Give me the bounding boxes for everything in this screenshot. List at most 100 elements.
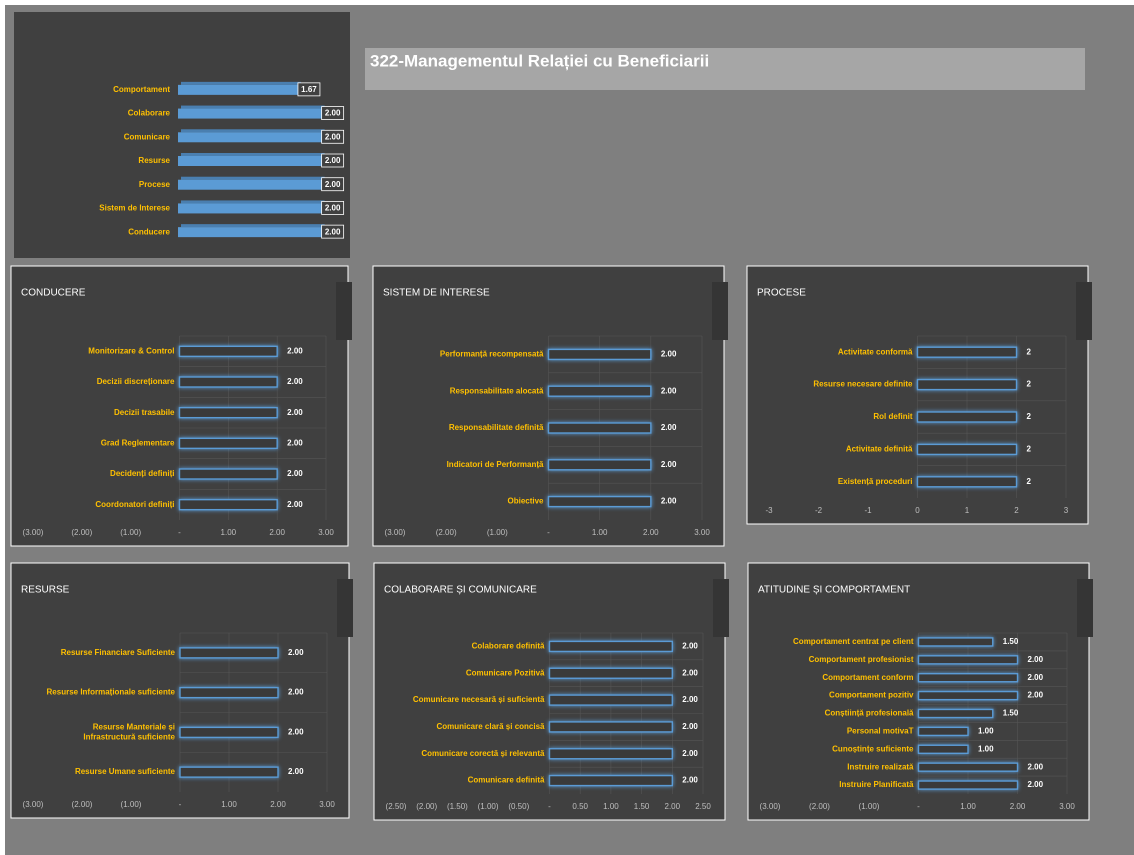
category-label: Activitate conformă — [838, 347, 913, 356]
x-tick-label: (1.00) — [121, 800, 142, 809]
x-tick-label: - — [547, 528, 550, 537]
x-tick-label: 2.00 — [269, 528, 285, 537]
value-label: 2.00 — [1028, 655, 1044, 664]
value-label: 2.00 — [661, 497, 677, 506]
value-box — [321, 153, 345, 168]
x-tick-label: 2.00 — [270, 800, 286, 809]
category-label: Colaborare — [128, 109, 171, 118]
category-label: Grad Reglementare — [101, 438, 175, 447]
value-label: 2.00 — [287, 500, 303, 509]
bar — [916, 443, 1018, 456]
value-box — [321, 201, 345, 215]
category-label: Conștiință profesională — [825, 709, 914, 718]
value-label: 2.00 — [325, 156, 341, 165]
value-label: 2.00 — [288, 688, 304, 697]
category-label: Comunicare definită — [468, 776, 545, 785]
category-label: Cunoștințe suficiente — [832, 744, 914, 753]
value-label: 1.50 — [1003, 709, 1019, 718]
category-label: Comportament conform — [822, 673, 913, 682]
category-label: Conducere — [128, 227, 170, 236]
bar — [179, 686, 279, 699]
bar-top — [181, 224, 325, 228]
bar — [547, 495, 652, 508]
x-tick-label: - — [179, 800, 182, 809]
panel-title: RESURSE — [21, 585, 70, 596]
x-tick-label: (2.50) — [386, 802, 407, 811]
x-tick-label: - — [548, 802, 551, 811]
category-label: Performanță recompensată — [440, 350, 544, 359]
value-label: 2.00 — [661, 460, 677, 469]
bar — [917, 780, 1019, 790]
category-label: Comunicare corectă și relevantă — [421, 749, 545, 758]
value-box — [321, 129, 345, 144]
value-label: 2.00 — [325, 132, 341, 141]
value-box — [297, 82, 321, 97]
bar — [916, 378, 1018, 391]
x-tick-label: 1.00 — [592, 528, 608, 537]
value-label: 2 — [1027, 412, 1032, 421]
x-tick-label: (3.00) — [23, 800, 44, 809]
value-label: 2.00 — [288, 727, 304, 736]
category-label: Indicatori de Performanță — [447, 460, 544, 469]
value-label: 2 — [1027, 347, 1032, 356]
bar — [917, 762, 1019, 772]
value-label: 2.00 — [661, 423, 677, 432]
bar — [917, 708, 994, 719]
bar — [178, 179, 322, 190]
category-label: Instruire realizată — [847, 762, 914, 771]
x-tick-label: (2.00) — [416, 802, 437, 811]
x-tick-label: (2.00) — [72, 800, 93, 809]
bar — [178, 227, 322, 238]
x-tick-label: 0 — [915, 506, 920, 515]
bar — [178, 345, 278, 358]
x-tick-label: 3.00 — [318, 528, 334, 537]
x-tick-label: 3.00 — [694, 528, 710, 537]
x-tick-label: (2.00) — [809, 802, 830, 811]
value-label: 2.00 — [682, 749, 698, 758]
x-tick-label: (3.00) — [760, 802, 781, 811]
x-tick-label: (3.00) — [385, 528, 406, 537]
bar — [178, 406, 278, 419]
bar — [548, 667, 674, 679]
bar — [916, 476, 1018, 488]
bar — [917, 744, 969, 755]
value-box — [321, 177, 345, 192]
value-label: 2.00 — [682, 776, 698, 785]
bar — [916, 411, 1018, 423]
category-label: Resurse Financiare Suficiente — [61, 648, 176, 657]
bar — [178, 498, 278, 511]
x-tick-label: -1 — [864, 506, 872, 515]
x-tick-label: (2.00) — [436, 528, 457, 537]
x-tick-label: -2 — [815, 506, 823, 515]
bar — [548, 774, 674, 787]
bar — [548, 694, 674, 706]
bar-top — [181, 81, 301, 85]
x-tick-label: 2.50 — [695, 802, 711, 811]
x-tick-label: 3.00 — [319, 800, 335, 809]
category-label: Resurse Umane suficiente — [75, 767, 176, 776]
x-tick-label: (1.00) — [120, 528, 141, 537]
category-label: Resurse necesare definite — [813, 380, 913, 389]
bar — [178, 437, 278, 450]
value-label: 2 — [1027, 477, 1032, 486]
category-label: Instruire Planificată — [839, 780, 914, 789]
value-label: 2.00 — [287, 408, 303, 417]
value-label: 2.00 — [287, 346, 303, 355]
category-label: Decidenți definiți — [110, 469, 174, 478]
category-label: Responsabilitate alocată — [450, 386, 544, 395]
category-label: Decizii discreționare — [97, 377, 175, 386]
bar — [179, 647, 279, 659]
value-label: 2.00 — [661, 386, 677, 395]
category-label: Comportament centrat pe client — [793, 637, 914, 646]
category-label: Responsabilitate definită — [449, 423, 544, 432]
bar — [917, 672, 1019, 683]
category-label: Existență proceduri — [838, 477, 913, 486]
x-tick-label: 2.00 — [665, 802, 681, 811]
category-label: Comportament — [113, 85, 170, 94]
x-tick-label: (1.00) — [487, 528, 508, 537]
panel-title: PROCESE — [757, 288, 806, 299]
x-tick-label: (3.00) — [23, 528, 44, 537]
category-label: Resurse — [138, 156, 170, 165]
bar — [917, 726, 969, 737]
